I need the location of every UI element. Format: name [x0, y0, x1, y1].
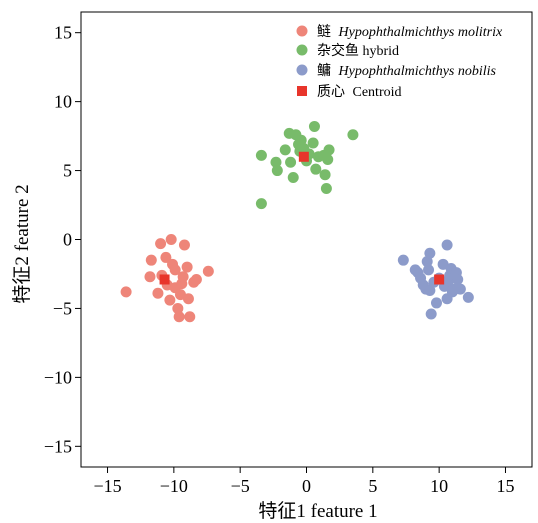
- x-tick-label: 15: [496, 476, 514, 496]
- point-bighead-carp: [425, 308, 437, 320]
- point-hybrid: [279, 144, 291, 156]
- x-tick-label: −5: [231, 476, 250, 496]
- point-silver-carp: [165, 234, 177, 245]
- centroid-marker: [298, 151, 309, 162]
- point-bighead-carp: [421, 256, 433, 268]
- legend-cn-silver-carp: 鲢: [317, 24, 331, 40]
- point-hybrid: [287, 171, 299, 183]
- point-hybrid: [319, 169, 331, 181]
- x-axis: −15 −10 −5 0 5 10 15: [93, 467, 514, 496]
- x-tick-label: 0: [302, 476, 311, 496]
- legend-label-silver-carp: 鲢 Hypophthalmichthys molitrix: [317, 24, 503, 40]
- point-bighead-carp: [397, 254, 409, 266]
- y-tick-label: −5: [53, 298, 72, 318]
- y-tick-label: 5: [63, 161, 72, 181]
- point-hybrid: [310, 163, 322, 175]
- point-silver-carp: [172, 302, 184, 314]
- point-silver-carp: [155, 238, 167, 250]
- y-tick-label: 15: [54, 23, 72, 43]
- x-tick-label: 5: [368, 476, 377, 496]
- y-axis-label: 特征2 feature 2: [11, 184, 33, 303]
- point-hybrid: [255, 198, 267, 210]
- point-hybrid: [295, 134, 307, 146]
- legend-en-centroid: Centroid: [353, 85, 402, 100]
- point-silver-carp: [144, 271, 156, 283]
- point-bighead-carp: [452, 273, 464, 285]
- centroid-layer: [159, 151, 445, 285]
- legend-latin-bighead-carp: Hypophthalmichthys nobilis: [338, 64, 497, 79]
- points-layer: [120, 120, 474, 323]
- point-hybrid: [285, 156, 297, 168]
- point-hybrid: [271, 165, 283, 177]
- point-hybrid: [323, 144, 335, 156]
- point-silver-carp: [182, 293, 194, 305]
- legend-latin-silver-carp: Hypophthalmichthys molitrix: [338, 25, 503, 40]
- x-tick-label: 10: [430, 476, 448, 496]
- point-hybrid: [322, 154, 334, 166]
- y-tick-label: −10: [44, 367, 72, 387]
- point-hybrid: [307, 137, 319, 149]
- point-hybrid: [320, 182, 332, 194]
- legend-label-hybrid: 杂交鱼 hybrid: [317, 42, 399, 59]
- point-silver-carp: [177, 271, 189, 283]
- legend-marker-centroid: [297, 86, 307, 96]
- legend-marker-hybrid: [296, 44, 308, 56]
- plot-frame: [80, 11, 533, 468]
- x-axis-label: 特征1 feature 1: [258, 500, 377, 522]
- centroid-marker: [159, 274, 170, 285]
- point-bighead-carp: [454, 283, 466, 295]
- point-hybrid: [308, 120, 320, 132]
- legend-marker-bighead-carp: [296, 64, 308, 76]
- legend: 鲢 Hypophthalmichthys molitrix 杂交鱼 hybrid…: [296, 24, 503, 100]
- centroid-marker: [434, 274, 445, 285]
- y-tick-label: −15: [44, 436, 72, 456]
- y-tick-label: 10: [54, 92, 72, 112]
- point-silver-carp: [164, 294, 176, 306]
- point-bighead-carp: [441, 239, 453, 251]
- point-hybrid: [270, 156, 282, 168]
- point-hybrid: [255, 149, 267, 161]
- point-silver-carp: [152, 287, 164, 299]
- point-bighead-carp: [430, 297, 442, 309]
- y-tick-label: 0: [63, 230, 72, 250]
- point-silver-carp: [184, 311, 196, 323]
- point-bighead-carp: [424, 285, 436, 297]
- point-bighead-carp: [462, 291, 474, 303]
- legend-cn-bighead-carp: 鳙: [317, 63, 331, 79]
- point-silver-carp: [173, 311, 185, 323]
- point-silver-carp: [190, 273, 202, 285]
- point-silver-carp: [202, 265, 214, 277]
- legend-label-bighead-carp: 鳙 Hypophthalmichthys nobilis: [317, 63, 497, 79]
- point-silver-carp: [160, 251, 172, 263]
- point-silver-carp: [120, 286, 132, 298]
- point-silver-carp: [169, 264, 181, 276]
- point-silver-carp: [145, 254, 157, 266]
- x-tick-label: −10: [160, 476, 188, 496]
- point-bighead-carp: [424, 247, 436, 259]
- x-tick-label: −15: [93, 476, 121, 496]
- point-bighead-carp: [423, 264, 435, 276]
- point-silver-carp: [181, 261, 193, 273]
- legend-marker-silver-carp: [296, 25, 308, 37]
- point-silver-carp: [178, 239, 190, 251]
- legend-cn-hybrid: 杂交鱼 hybrid: [317, 42, 399, 59]
- point-hybrid: [347, 129, 359, 141]
- y-axis: −15 −10 −5 0 5 10 15: [44, 23, 81, 456]
- legend-cn-centroid: 质心: [317, 84, 345, 100]
- legend-label-centroid: 质心 Centroid: [317, 84, 402, 100]
